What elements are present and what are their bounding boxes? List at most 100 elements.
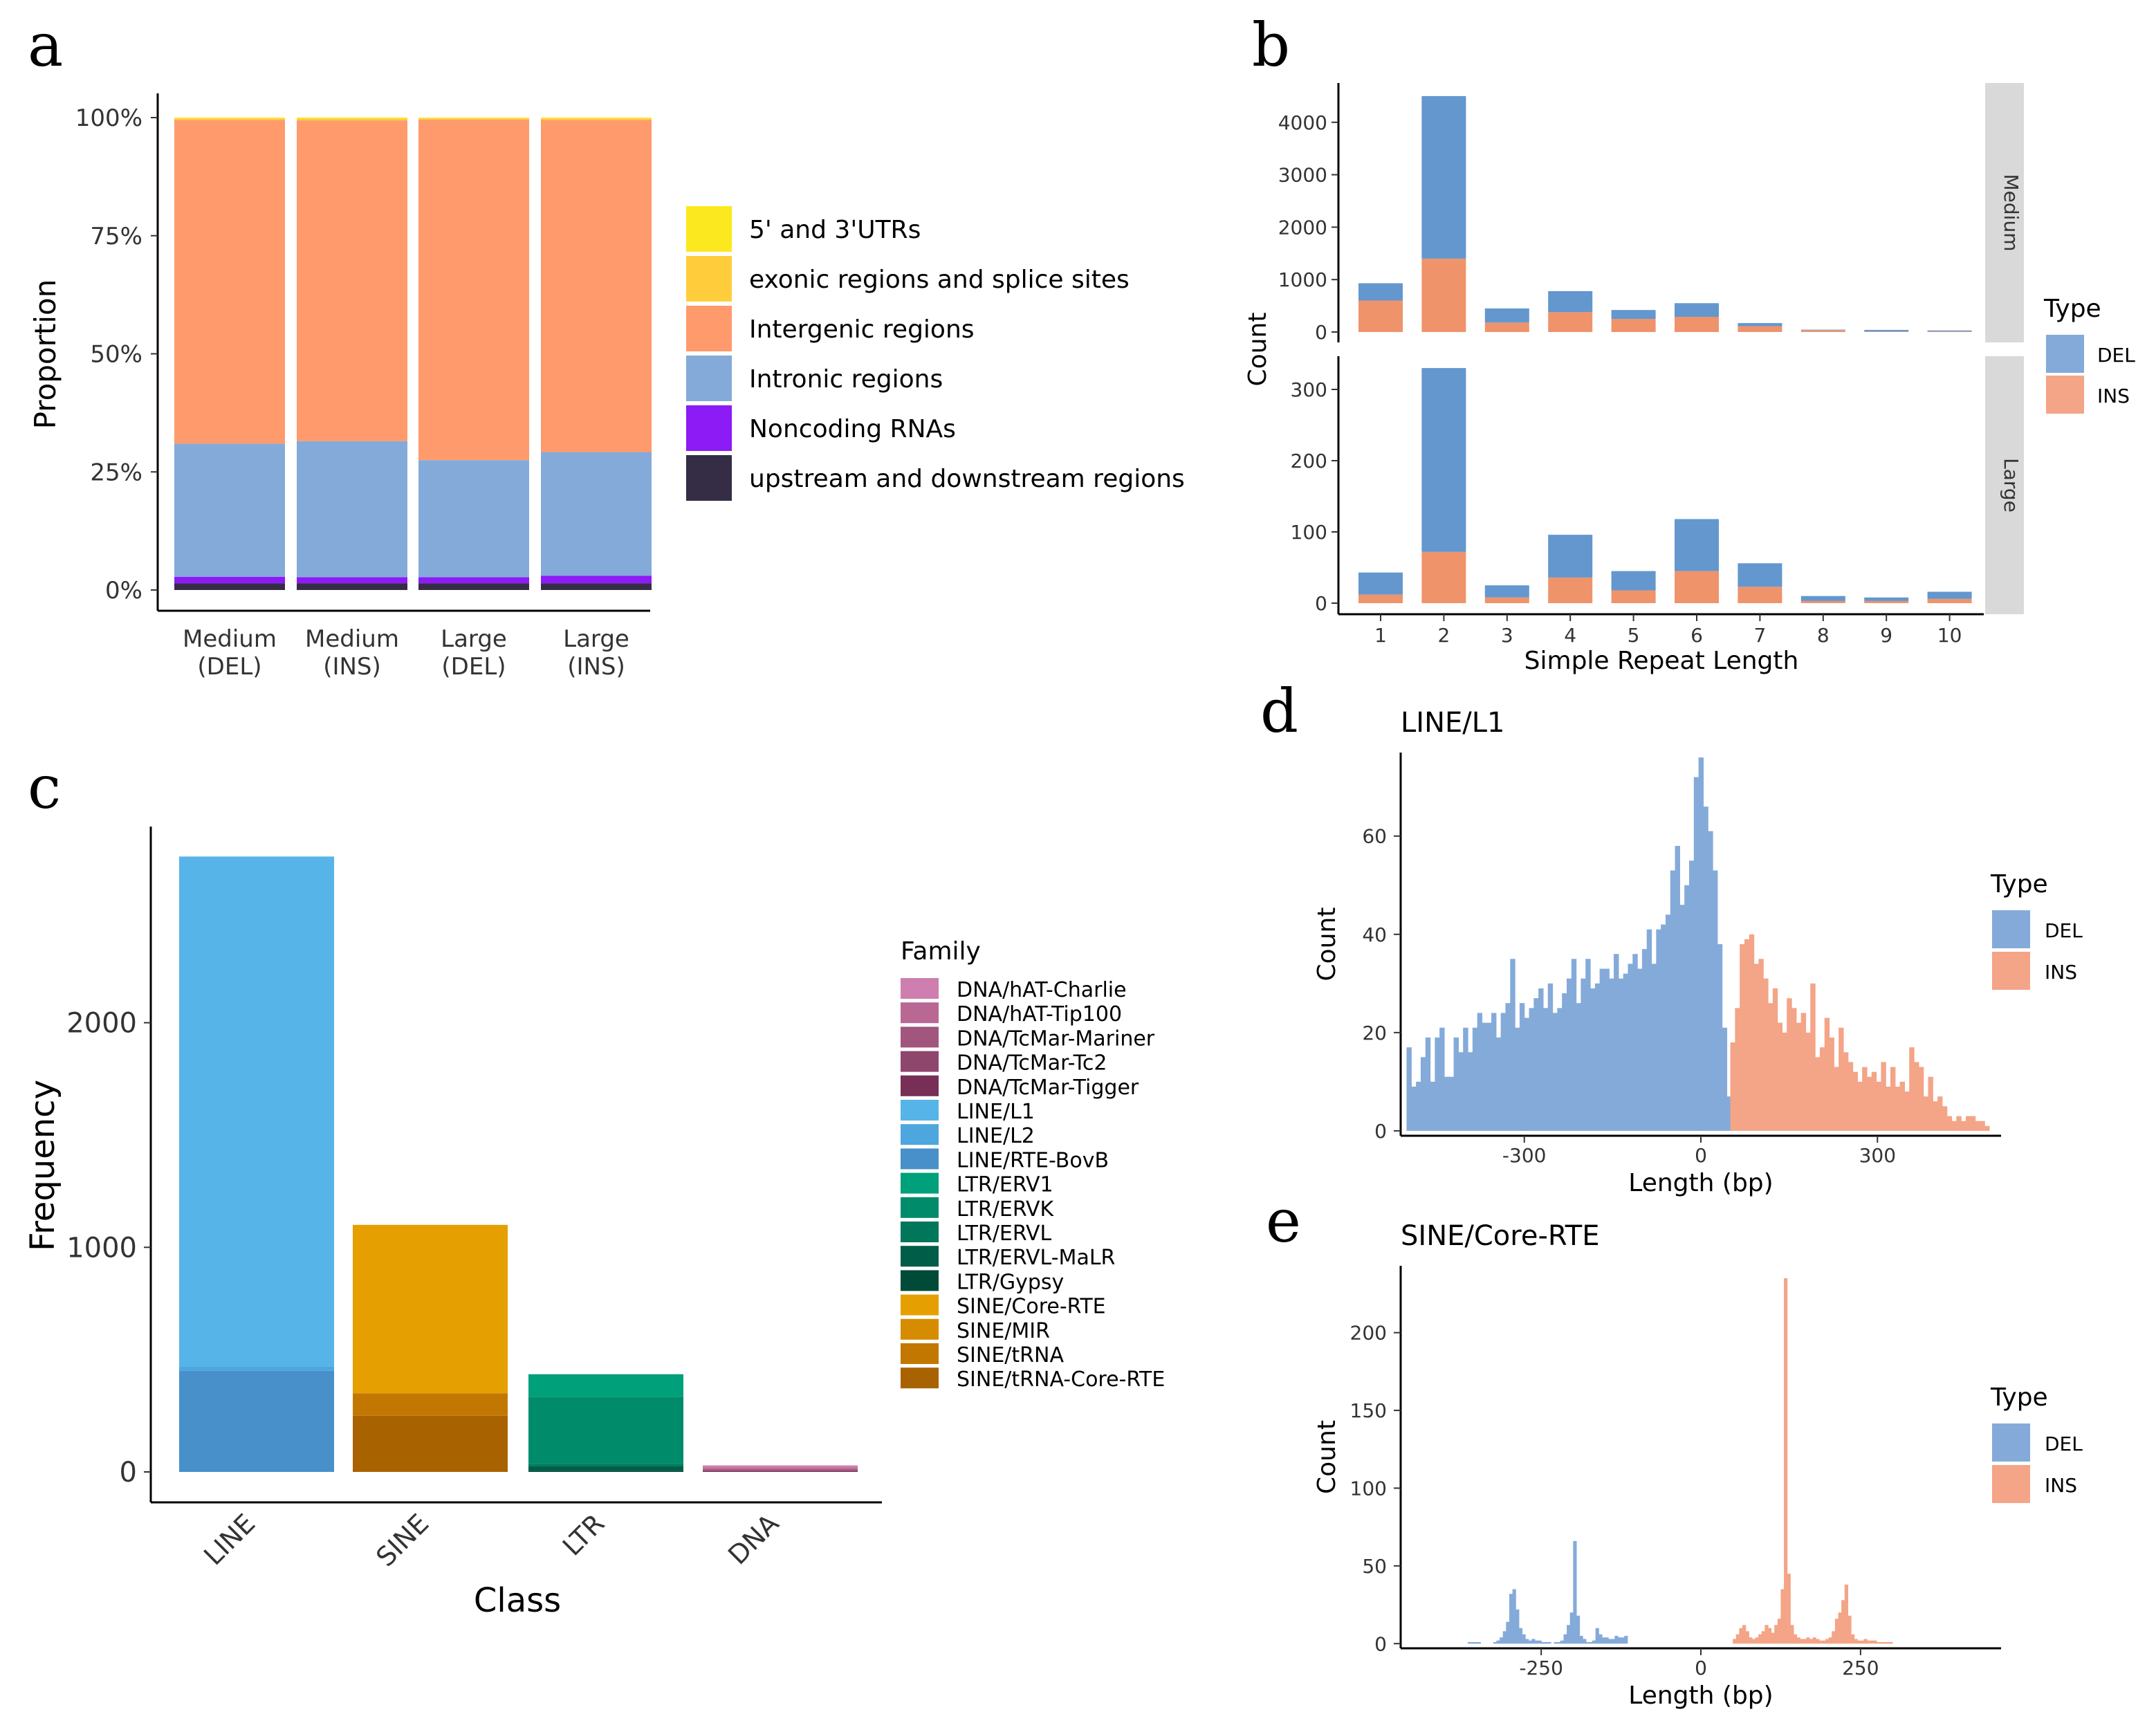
x-tick-label: LTR [557,1508,610,1561]
legend-title: Family [901,937,981,966]
hist-bar-del [1491,1013,1497,1131]
legend-label: LTR/ERVL [957,1222,1052,1246]
hist-bar-del [1541,1642,1545,1644]
hist-bar-del [1698,757,1704,1131]
hist-bar-del [1566,978,1572,1131]
y-axis-title: Count [1244,313,1272,387]
x-tick-label: -250 [1519,1657,1563,1679]
chart-title: LINE/L1 [1401,707,1505,739]
hist-bar-del [1472,1027,1478,1131]
hist-bar-ins [1848,1615,1852,1644]
facet-strip-large [1985,356,2024,614]
hist-bar-del [1679,905,1685,1131]
x-axis-title: Length (bp) [1628,1169,1773,1197]
legend-label: LINE/L1 [957,1100,1035,1124]
bar-medium-ins-8 [1800,330,1845,332]
legend-swatch-line-rte-bovb [901,1148,939,1170]
legend-swatch-sine-trna [901,1343,939,1364]
hist-bar-ins [1970,1116,1976,1131]
hist-bar-ins [1740,944,1745,1131]
hist-bar-del [1560,1640,1565,1644]
panel-label-c: c [28,753,61,822]
hist-bar-ins [1791,1008,1797,1131]
hist-bar-del [1585,959,1591,1131]
legend-swatch-sine-mir [901,1318,939,1340]
hist-bar-del [1547,983,1554,1131]
x-tick-label: Large [441,625,507,653]
hist-bar-del [1557,1008,1563,1131]
hist-bar-ins [1923,1096,1929,1131]
hist-bar-del [1583,1639,1587,1644]
hist-bar-ins [1805,1032,1811,1131]
bar-large-del-6 [1675,519,1719,571]
legend-label: DNA/hAT-Tip100 [957,1002,1122,1026]
y-tick-label: 2000 [66,1008,137,1040]
hist-bar-del [1688,860,1695,1131]
legend-swatch-del [1992,1423,2030,1462]
hist-bar-ins [1774,1625,1778,1644]
bar-medium-ins-1 [1358,300,1403,332]
y-tick-label: 1000 [66,1232,137,1264]
bar-medium-ins-exonic-regions-and-splice-sites [297,118,407,121]
hist-bar-ins [1942,1106,1948,1131]
hist-bar-del [1598,1634,1603,1644]
hist-bar-ins [1742,1625,1747,1644]
bar-large-del-9 [1864,597,1909,601]
hist-bar-del [1573,1540,1577,1644]
hist-bar-ins [1800,1013,1807,1131]
hist-bar-del [1500,1013,1507,1131]
bar-medium-del-2 [1421,95,1466,259]
x-tick-label: Large [563,625,629,653]
bar-line-line-rte-bovb [179,1370,334,1472]
panel-d-chart: 0 20 40 60 -300 0 300 LINE/L1 Length (bp) Count Ty… [1313,707,2083,1197]
hist-bar-ins [1886,1086,1891,1131]
bar-medium-del-9 [1864,329,1909,332]
hist-bar-del [1474,1642,1478,1644]
legend-label: upstream and downstream regions [749,465,1185,493]
y-tick-label: 200 [1350,1322,1387,1345]
legend-swatch-dna-tcmar-tc2 [901,1051,939,1072]
hist-bar-del [1471,1642,1475,1644]
hist-bar-del [1601,1637,1606,1644]
hist-bar-ins [1848,1062,1854,1131]
x-tick-label: (DEL) [441,653,506,681]
hist-bar-del [1496,1640,1500,1644]
hist-bar-del [1515,1609,1520,1644]
bar-large-del-7 [1738,563,1782,587]
hist-bar-del [1617,1637,1622,1644]
hist-bar-ins [1834,1067,1839,1131]
legend-swatch-intronic-regions [686,356,732,401]
legend-swatch-ltr-gypsy [901,1270,939,1291]
hist-bar-del [1435,1037,1440,1131]
hist-bar-del [1569,1612,1574,1644]
hist-bar-ins [1803,1639,1807,1644]
hist-bar-ins [1735,1008,1740,1131]
panel-label-a: a [28,11,63,80]
legend-label: SINE/Core-RTE [957,1295,1106,1319]
hist-bar-ins [1843,1052,1849,1131]
y-tick-label: 0 [1374,1120,1387,1143]
y-tick-label: 0% [105,577,142,605]
hist-bar-ins [1956,1116,1962,1131]
hist-bar-ins [1857,1640,1861,1644]
y-tick-label: 40 [1362,923,1387,946]
hist-bar-ins [1844,1584,1848,1644]
facet-strip-label: Medium [2000,174,2023,252]
hist-bar-del [1646,929,1652,1131]
y-tick-label: 100 [1291,521,1327,544]
hist-bar-del [1592,1640,1596,1644]
bar-medium-ins-9 [1864,331,1909,332]
hist-bar-ins [1914,1062,1919,1131]
hist-bar-del [1651,964,1657,1131]
panel-label-e: e [1266,1187,1301,1256]
hist-bar-ins [1881,1062,1886,1131]
x-tick-label: 0 [1695,1657,1707,1679]
hist-bar-del [1406,1047,1412,1131]
bar-large-ins-8 [1800,600,1845,603]
x-tick-label: Medium [305,625,399,653]
hist-bar-del [1477,1642,1482,1644]
x-tick-label: SINE [370,1508,434,1572]
hist-bar-del [1554,1642,1558,1644]
legend-swatch-line-l1 [901,1100,939,1121]
